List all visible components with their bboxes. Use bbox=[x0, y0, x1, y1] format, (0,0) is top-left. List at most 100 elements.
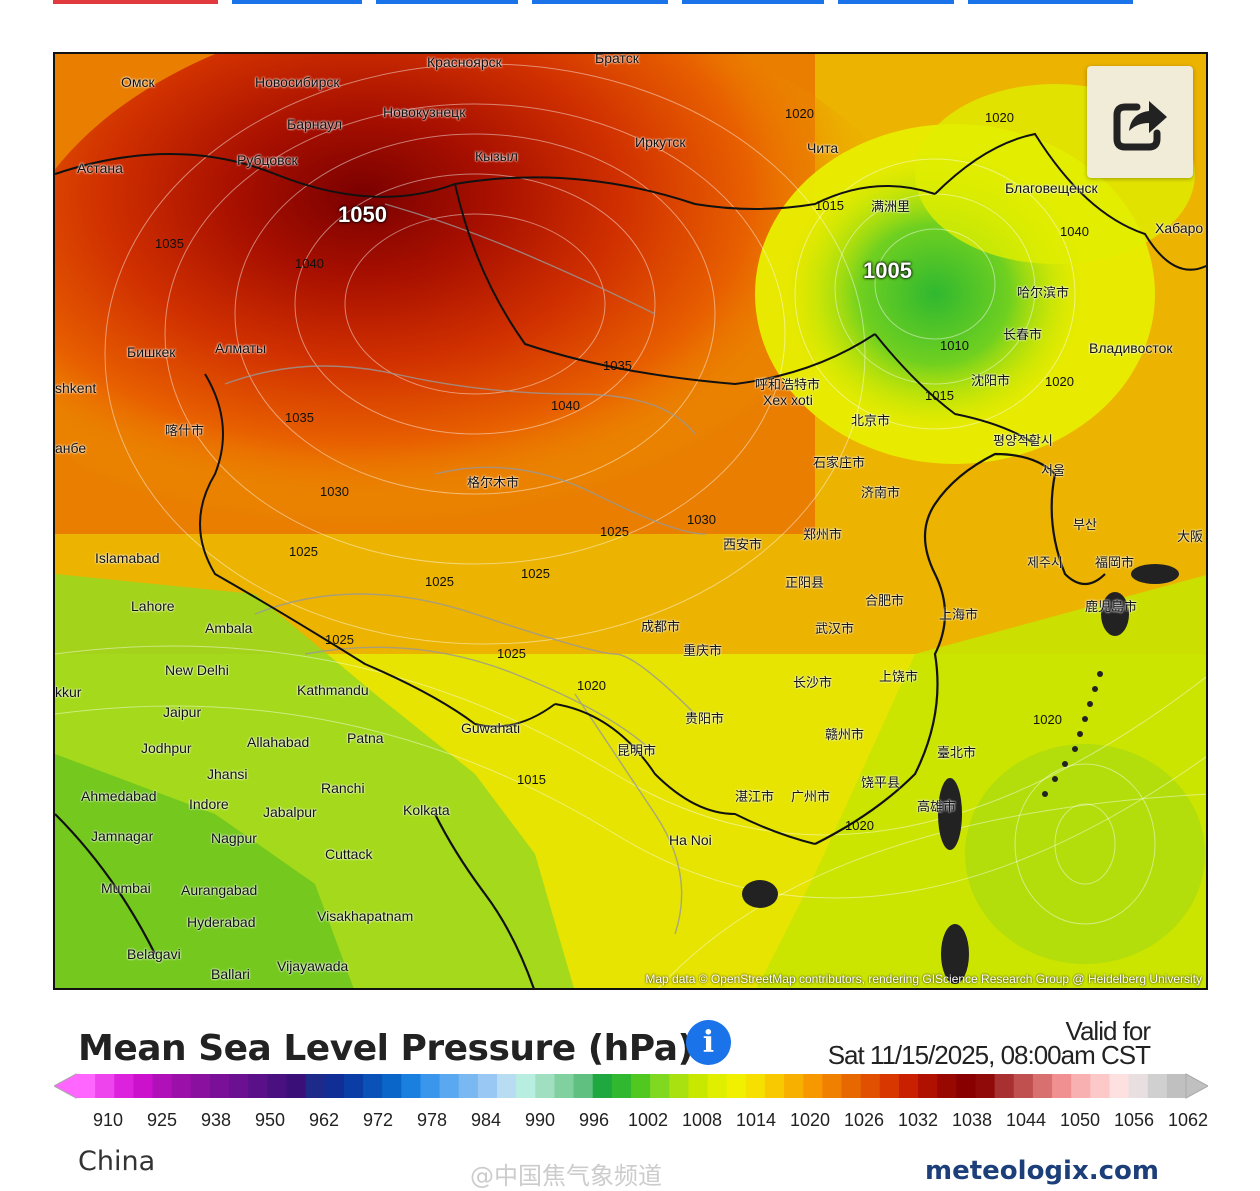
scale-swatch bbox=[592, 1074, 613, 1098]
tab-7[interactable] bbox=[968, 0, 1133, 4]
place-label: Новосибирск bbox=[255, 74, 340, 90]
scale-tick-label: 938 bbox=[200, 1110, 232, 1130]
place-label: Hyderabad bbox=[187, 914, 256, 930]
scale-tick-label: 1008 bbox=[681, 1110, 723, 1130]
isobar-label-1050: 1050 bbox=[338, 202, 387, 227]
place-label: Омск bbox=[121, 74, 155, 90]
info-icon[interactable]: i bbox=[686, 1020, 731, 1065]
scale-tick-label: 1056 bbox=[1113, 1110, 1155, 1130]
scale-swatch bbox=[171, 1074, 192, 1098]
place-label: Jodhpur bbox=[141, 740, 192, 756]
scale-swatch bbox=[1166, 1074, 1187, 1098]
scale-swatch bbox=[726, 1074, 747, 1098]
scale-swatch bbox=[76, 1074, 96, 1098]
scale-tick-label: 984 bbox=[470, 1110, 502, 1130]
isobar-label: 1015 bbox=[517, 772, 546, 787]
valid-date: Sat 11/15/2025, 08:00am CST bbox=[827, 1040, 1151, 1070]
isobar-label: 1020 bbox=[1045, 374, 1074, 389]
scale-swatch bbox=[1128, 1074, 1149, 1098]
tab-3[interactable] bbox=[376, 0, 518, 4]
place-label: Jamnagar bbox=[91, 828, 154, 844]
place-label: Jabalpur bbox=[263, 804, 317, 820]
place-label: New Delhi bbox=[165, 662, 229, 678]
place-label: Jaipur bbox=[163, 704, 202, 720]
place-label: Kathmandu bbox=[297, 682, 369, 698]
pressure-map[interactable]: 1050 1005 1020 1020 1040 1010 1015 1035 … bbox=[53, 52, 1208, 990]
tab-5[interactable] bbox=[682, 0, 824, 4]
scale-swatch bbox=[286, 1074, 307, 1098]
legend-title: Mean Sea Level Pressure (hPa) bbox=[78, 1028, 694, 1069]
scale-tick-label: 1044 bbox=[1005, 1110, 1047, 1130]
isobar-label: 1030 bbox=[687, 512, 716, 527]
place-label: 长春市 bbox=[1003, 328, 1043, 343]
scale-swatch bbox=[343, 1074, 364, 1098]
scale-tick-label: 950 bbox=[254, 1110, 286, 1130]
scale-swatch bbox=[764, 1074, 785, 1098]
place-label: Красноярск bbox=[427, 54, 502, 70]
scale-swatch bbox=[918, 1074, 938, 1098]
place-label: Islamabad bbox=[95, 550, 160, 566]
place-label: 평양직할시 bbox=[993, 434, 1053, 449]
scale-swatch bbox=[631, 1074, 651, 1098]
region-label: China bbox=[78, 1146, 156, 1177]
tab-2[interactable] bbox=[232, 0, 362, 4]
place-label: Patna bbox=[347, 730, 384, 746]
place-label: 沈阳市 bbox=[971, 374, 1011, 389]
scale-swatch bbox=[707, 1074, 728, 1098]
scale-swatch bbox=[114, 1074, 134, 1098]
place-label: анбе bbox=[55, 440, 87, 456]
place-label: Ahmedabad bbox=[81, 788, 157, 804]
place-label: Lahore bbox=[131, 598, 175, 614]
scale-tick-label: 1026 bbox=[843, 1110, 885, 1130]
place-label: 格尔木市 bbox=[467, 476, 520, 491]
scale-swatch bbox=[650, 1074, 670, 1098]
share-icon bbox=[1113, 101, 1167, 151]
isobar-label: 1025 bbox=[325, 632, 354, 647]
place-label: 哈尔滨市 bbox=[1017, 286, 1070, 301]
place-label: Xex xoti bbox=[763, 392, 813, 408]
scale-swatch bbox=[784, 1074, 804, 1098]
isobar-label: 1025 bbox=[425, 574, 454, 589]
place-label: Чита bbox=[807, 140, 839, 156]
scale-swatch bbox=[745, 1074, 766, 1098]
isobar-label: 1020 bbox=[845, 818, 874, 833]
place-label: 湛江市 bbox=[735, 790, 775, 805]
scale-swatch bbox=[133, 1074, 154, 1098]
place-label: Visakhapatnam bbox=[317, 908, 414, 924]
place-label: 제주시 bbox=[1027, 556, 1063, 571]
scale-swatch bbox=[229, 1074, 249, 1098]
place-label: 鹿児島市 bbox=[1085, 600, 1138, 615]
place-label: Cuttack bbox=[325, 846, 373, 862]
scale-swatch bbox=[1013, 1074, 1034, 1098]
brand-logo: meteologix.com bbox=[925, 1156, 1159, 1186]
tab-1[interactable] bbox=[53, 0, 218, 4]
place-label: shkent bbox=[55, 380, 97, 396]
isobar-label: 1015 bbox=[925, 388, 954, 403]
scale-swatch bbox=[305, 1074, 326, 1098]
isobar-label: 1020 bbox=[1033, 712, 1062, 727]
scale-swatch bbox=[937, 1074, 957, 1098]
scale-tick-label: 962 bbox=[308, 1110, 340, 1130]
map-attribution: Map data © OpenStreetMap contributors, r… bbox=[645, 972, 1202, 986]
place-label: 贵阳市 bbox=[685, 712, 725, 727]
isobar-label: 1025 bbox=[497, 646, 526, 661]
place-label: Guwahati bbox=[461, 720, 521, 736]
place-label: Благовещенск bbox=[1005, 180, 1098, 196]
scale-tick-label: 1062 bbox=[1167, 1110, 1209, 1130]
scale-tick-label: 990 bbox=[524, 1110, 556, 1130]
tab-4[interactable] bbox=[532, 0, 668, 4]
place-label: Nagpur bbox=[211, 830, 257, 846]
color-scale-bar bbox=[54, 1073, 1208, 1099]
scale-swatch bbox=[975, 1074, 996, 1098]
place-label: 高雄市 bbox=[917, 800, 957, 815]
place-label: Алматы bbox=[215, 340, 267, 356]
place-label: 福岡市 bbox=[1095, 556, 1135, 571]
place-label: 昆明市 bbox=[617, 744, 657, 759]
place-label: 西安市 bbox=[723, 538, 763, 553]
share-button[interactable] bbox=[1087, 66, 1193, 178]
isobar-label: 1040 bbox=[551, 398, 580, 413]
place-label: Братск bbox=[595, 52, 639, 66]
tab-6[interactable] bbox=[838, 0, 954, 4]
place-label: 上海市 bbox=[939, 608, 979, 623]
place-label: Ha Noi bbox=[669, 832, 712, 848]
